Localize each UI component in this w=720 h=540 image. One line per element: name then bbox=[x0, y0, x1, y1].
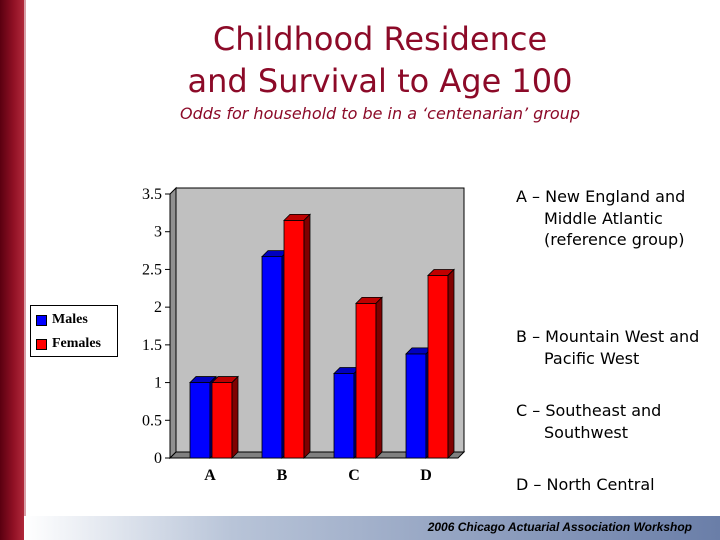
y-tick-label: 0 bbox=[154, 450, 162, 467]
legend-label-females: Females bbox=[52, 336, 101, 351]
bar-females-A bbox=[211, 382, 233, 459]
left-accent-edge bbox=[24, 0, 26, 540]
title-line-2: and Survival to Age 100 bbox=[187, 62, 573, 100]
plot-side-wall bbox=[169, 186, 177, 460]
legend-item-males: Males bbox=[36, 311, 88, 329]
chart-legend: Males Females bbox=[30, 305, 118, 357]
bar-side-females-D bbox=[447, 268, 455, 459]
bar-side-females-A bbox=[231, 375, 239, 459]
legend-swatch-males bbox=[36, 314, 47, 326]
slide-subtitle: Odds for household to be in a ‘centenari… bbox=[180, 104, 580, 123]
x-tick-label-C: C bbox=[348, 467, 360, 484]
x-tick-label-D: D bbox=[420, 467, 432, 484]
slide-title: Childhood Residence and Survival to Age … bbox=[120, 18, 640, 102]
footer-text: 2006 Chicago Actuarial Association Works… bbox=[427, 520, 692, 534]
bar-males-D bbox=[405, 353, 427, 459]
y-tick-label: 1 bbox=[154, 375, 162, 392]
bar-females-C bbox=[355, 302, 377, 459]
legend-item-females: Females bbox=[36, 335, 101, 353]
x-tick-label-A: A bbox=[204, 467, 216, 484]
y-tick-label: 0.5 bbox=[142, 412, 162, 429]
bar-chart: 0 0.5 1 1.5 2 2.5 3 3.5 A B C D bbox=[142, 186, 466, 484]
bar-females-B bbox=[283, 220, 305, 459]
y-tick-label: 1.5 bbox=[142, 337, 162, 354]
bar-males-A bbox=[189, 382, 211, 459]
bar-males-C bbox=[333, 373, 355, 459]
bar-females-D bbox=[427, 275, 449, 459]
y-tick-label: 3 bbox=[154, 224, 162, 241]
note-d: D – North Central bbox=[516, 475, 655, 494]
title-line-1: Childhood Residence bbox=[212, 20, 548, 58]
left-accent-bar bbox=[0, 0, 24, 540]
note-b: B – Mountain West and Pacific West bbox=[516, 327, 700, 368]
y-tick-label: 2.5 bbox=[142, 261, 162, 278]
y-tick-label: 3.5 bbox=[142, 186, 162, 203]
y-tick-label: 2 bbox=[154, 299, 162, 316]
legend-swatch-females bbox=[36, 338, 47, 350]
bar-side-females-C bbox=[375, 296, 383, 459]
note-a: A – New England and Middle Atlantic (ref… bbox=[516, 187, 686, 249]
footer-bar bbox=[24, 516, 720, 540]
note-c: C – Southeast and Southwest bbox=[516, 401, 662, 442]
bar-side-females-B bbox=[303, 213, 311, 459]
x-tick-label-B: B bbox=[277, 467, 288, 484]
bar-males-B bbox=[261, 256, 283, 459]
legend-label-males: Males bbox=[52, 312, 88, 327]
